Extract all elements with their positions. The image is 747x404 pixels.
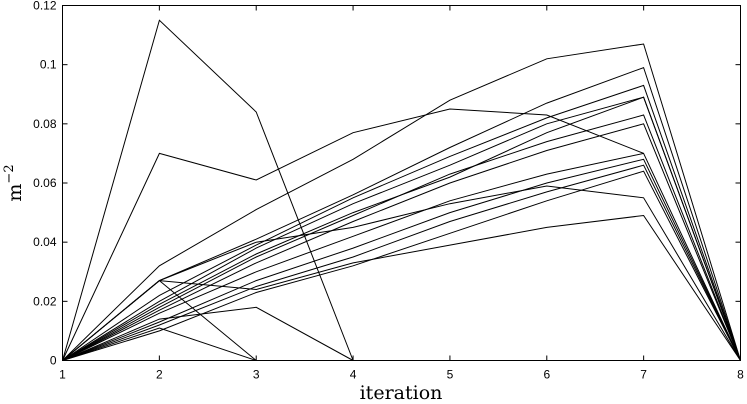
series-line-9 xyxy=(62,170,741,361)
y-tick-label: 0.12 xyxy=(33,0,57,13)
y-axis-label: m−2 xyxy=(2,164,26,201)
series-line-1 xyxy=(62,19,354,361)
series-line-3 xyxy=(62,43,741,361)
y-axis-label-exponent: −2 xyxy=(2,164,17,183)
series-layer xyxy=(62,19,741,361)
series-line-5 xyxy=(62,327,257,361)
series-line-10 xyxy=(62,164,741,361)
series-line-17 xyxy=(62,84,741,361)
tick-layer: 1 2 3 4 5 6 7 8 0 0.02 0.04 0.06 0.08 0.1 0.12 xyxy=(33,0,744,382)
x-tick-label: 4 xyxy=(350,368,357,382)
y-tick-label: 0 xyxy=(50,354,57,368)
x-tick-label: 6 xyxy=(543,368,550,382)
series-line-8 xyxy=(62,185,741,361)
y-tick-label: 0.04 xyxy=(33,235,57,249)
series-line-7 xyxy=(62,214,741,361)
y-tick-label: 0.1 xyxy=(40,58,57,72)
x-axis-label: iteration xyxy=(360,382,443,404)
y-tick-label: 0.02 xyxy=(33,294,57,308)
series-line-12 xyxy=(62,152,741,361)
x-tick-label: 5 xyxy=(447,368,454,382)
x-tick-label: 8 xyxy=(737,368,744,382)
series-line-16 xyxy=(62,96,741,361)
series-line-13 xyxy=(62,123,741,361)
x-tick-label: 2 xyxy=(156,368,163,382)
series-line-6 xyxy=(62,306,354,361)
series-line-11 xyxy=(62,158,741,361)
series-line-15 xyxy=(62,96,741,361)
plot-frame xyxy=(62,5,741,361)
x-tick-label: 7 xyxy=(640,368,647,382)
series-line-2 xyxy=(62,108,644,361)
series-line-18 xyxy=(62,66,741,361)
x-tick-label: 1 xyxy=(59,368,66,382)
y-axis-label-base: m xyxy=(4,184,26,202)
y-tick-label: 0.08 xyxy=(33,117,57,131)
x-tick-label: 3 xyxy=(253,368,260,382)
y-tick-label: 0.06 xyxy=(33,176,57,190)
